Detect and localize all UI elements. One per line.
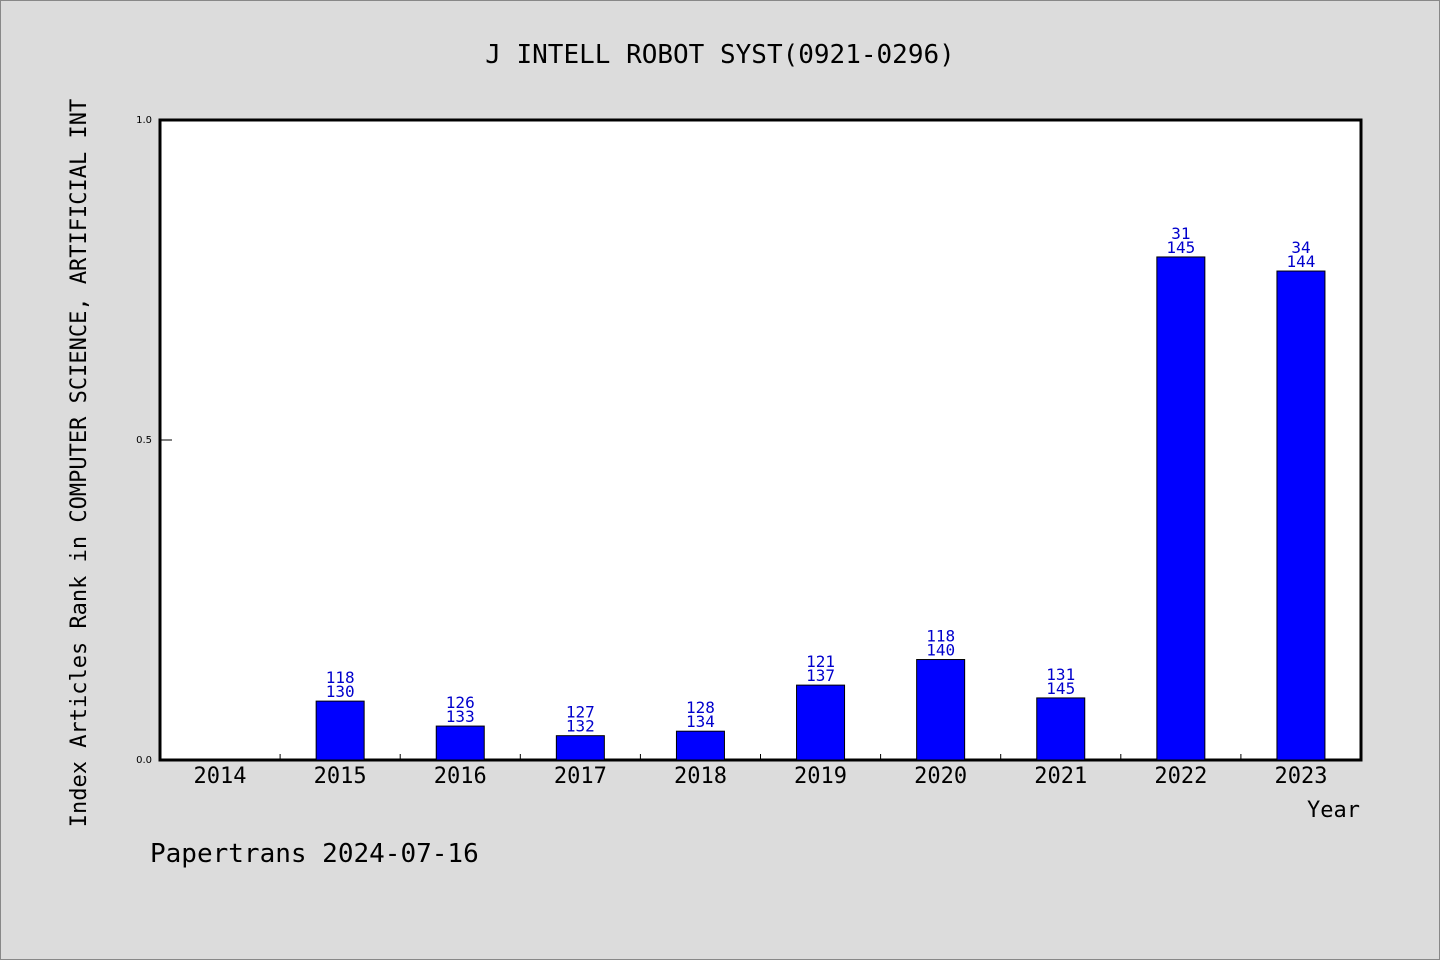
bar-label-top: 128 (686, 698, 715, 717)
x-tick-label: 2022 (1154, 764, 1207, 789)
footer-date: Papertrans 2024-07-16 (150, 839, 479, 869)
x-tick-label: 2020 (914, 764, 967, 789)
bar-label-top: 31 (1171, 224, 1190, 243)
bar-2021 (1036, 697, 1086, 761)
x-axis-label: Year (1307, 798, 1360, 823)
bar-label-bottom: 140 (926, 641, 955, 660)
bar-label-bottom: 133 (446, 707, 475, 726)
bar-label-bottom: 145 (1046, 679, 1075, 698)
bar-label-top: 127 (566, 703, 595, 722)
bar-label-bottom: 132 (566, 717, 595, 736)
bar-2022 (1156, 256, 1206, 761)
bar-label-bottom: 134 (686, 712, 715, 731)
bar-label-top: 34 (1291, 238, 1310, 257)
x-axis: 2014 2015 2016 2017 2018 2019 2020 2021 2022 2023 (194, 754, 1327, 789)
y-axis: 0.0 0.5 1.0 (136, 115, 172, 766)
x-tick-label: 2019 (794, 764, 847, 789)
bar-2015 (315, 700, 365, 761)
bar-2023 (1276, 270, 1326, 761)
bar-label-top: 126 (446, 693, 475, 712)
x-tick-label: 2016 (434, 764, 487, 789)
bar-label-bottom: 144 (1286, 252, 1315, 271)
chart-title: J INTELL ROBOT SYST(0921-0296) (485, 40, 955, 70)
x-tick-label: 2014 (194, 764, 247, 789)
bars-group (315, 256, 1326, 761)
y-tick-label: 0.0 (136, 755, 152, 766)
bar-label-bottom: 145 (1166, 238, 1195, 257)
bar-label-bottom: 130 (326, 682, 355, 701)
y-axis-label: Index Articles Rank in COMPUTER SCIENCE,… (67, 99, 92, 827)
bar-2017 (555, 735, 605, 761)
bar-label-top: 131 (1046, 665, 1075, 684)
x-tick-label: 2023 (1274, 764, 1327, 789)
bar-label-top: 118 (926, 627, 955, 646)
y-tick-label: 0.5 (136, 435, 152, 446)
x-tick-label: 2018 (674, 764, 727, 789)
bar-2019 (796, 684, 846, 761)
bar-2018 (675, 730, 725, 761)
bar-label-bottom: 137 (806, 666, 835, 685)
bar-2020 (916, 659, 966, 761)
x-tick-label: 2017 (554, 764, 607, 789)
bar-label-top: 118 (326, 668, 355, 687)
bar-label-top: 121 (806, 652, 835, 671)
bar-2016 (435, 725, 485, 761)
x-tick-label: 2015 (314, 764, 367, 789)
y-tick-label: 1.0 (136, 115, 152, 126)
x-tick-label: 2021 (1034, 764, 1087, 789)
